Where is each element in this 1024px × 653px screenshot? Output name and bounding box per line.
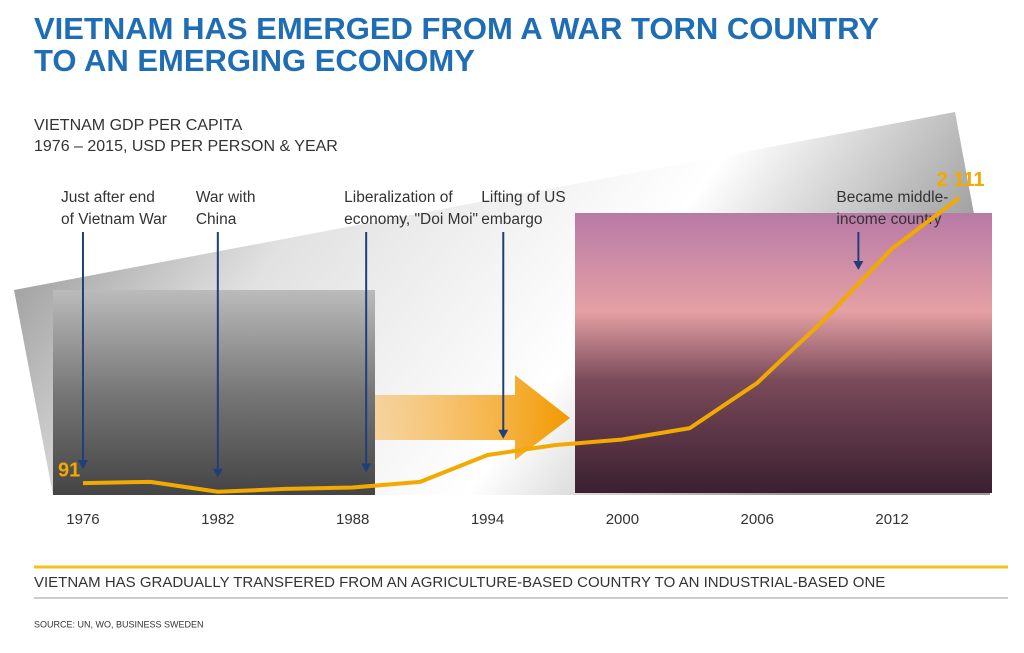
x-tick-label: 2000	[606, 511, 639, 528]
arrow-head	[77, 460, 88, 470]
arrow-head	[361, 463, 372, 473]
x-tick-label: 1976	[66, 511, 99, 528]
x-tick-label: 2012	[875, 511, 908, 528]
annotation-text: War with	[196, 189, 256, 206]
annotation-text: income country	[836, 211, 941, 228]
annotation-text: of Vietnam War	[61, 211, 167, 228]
annotation-text: Liberalization of	[344, 189, 453, 206]
source: SOURCE: UN, WO, BUSINESS SWEDEN	[34, 619, 204, 629]
arrow-head	[498, 429, 509, 439]
conclusion: VIETNAM HAS GRADUALLY TRANSFERED FROM AN…	[34, 574, 885, 591]
annotation-text: economy, "Doi Moi"	[344, 211, 478, 228]
annotation-text: China	[196, 211, 237, 228]
annotation-text: Lifting of US	[481, 189, 565, 206]
arrow-head	[212, 468, 223, 478]
growth-arrow	[375, 375, 570, 460]
x-tick-label: 1994	[471, 511, 504, 528]
subtitle-line: VIETNAM GDP PER CAPITA	[34, 117, 243, 134]
title-line: VIETNAM HAS EMERGED FROM A WAR TORN COUN…	[34, 11, 879, 46]
annotation-text: Became middle-	[836, 189, 948, 206]
x-tick-label: 1982	[201, 511, 234, 528]
subtitle-line: 1976 – 2015, USD PER PERSON & YEAR	[34, 138, 338, 155]
value-label: 91	[58, 459, 80, 481]
x-tick-label: 2006	[741, 511, 774, 528]
title-line: TO AN EMERGING ECONOMY	[34, 43, 475, 78]
x-tick-label: 1988	[336, 511, 369, 528]
gdp-line	[82, 195, 961, 494]
city-photo	[575, 213, 992, 493]
value-label: 2 111	[937, 169, 985, 191]
annotation-text: embargo	[481, 211, 542, 228]
war-photo	[53, 290, 375, 495]
annotation-text: Just after end	[61, 189, 155, 206]
arrow-head	[853, 260, 864, 270]
